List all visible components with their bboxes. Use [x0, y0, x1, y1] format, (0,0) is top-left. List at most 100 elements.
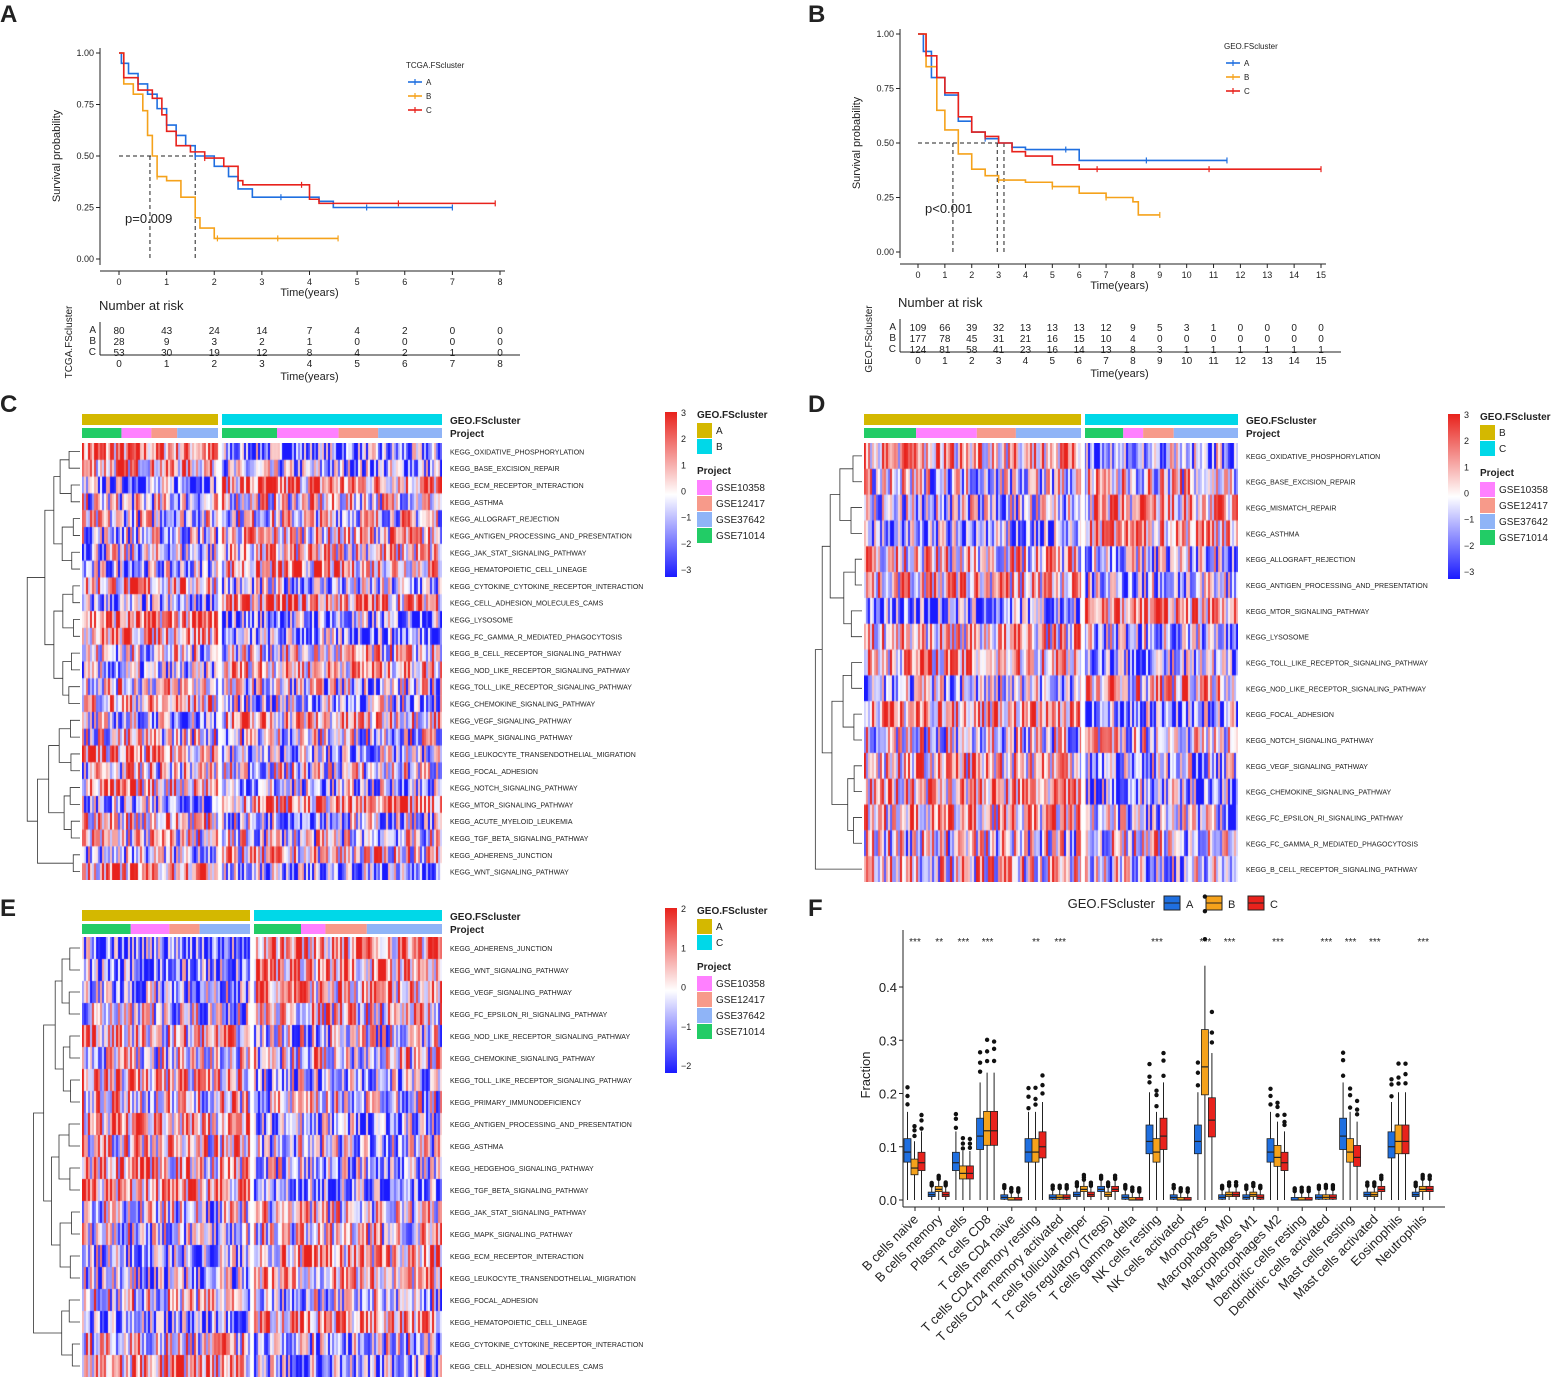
row-label: KEGG_FOCAL_ADHESION: [1246, 712, 1334, 719]
legend-project-label: GSE10358: [1499, 485, 1548, 496]
cluster-bar-A: [82, 910, 250, 921]
outlier-point: [1396, 1075, 1401, 1080]
row-label: KEGG_CELL_ADHESION_MOLECULES_CAMS: [450, 601, 604, 608]
outlier-point: [1396, 1061, 1401, 1066]
row-label: KEGG_TGF_BETA_SIGNALING_PATHWAY: [450, 1188, 589, 1195]
risk-count: 3: [211, 337, 217, 348]
x-axis-title: Time(years): [280, 287, 338, 299]
risk-time-label: 3: [259, 359, 265, 370]
color-scale-label: −1: [681, 513, 691, 523]
outlier-point: [1282, 1122, 1287, 1128]
box-A: [1266, 1138, 1275, 1163]
risk-count: 0: [1157, 334, 1163, 345]
box-C: [1401, 1124, 1410, 1155]
risk-time-label: 0: [116, 359, 122, 370]
dendrogram-branch: [71, 1343, 80, 1367]
y-axis-title: Survival probability: [851, 96, 863, 189]
legend-project-label: GSE37642: [716, 1011, 765, 1022]
dendrogram-branch: [48, 745, 65, 814]
legend-cluster-label: C: [716, 938, 723, 949]
outlier-point: [953, 1116, 959, 1122]
row-label: KEGG_ANTIGEN_PROCESSING_AND_PRESENTATION: [450, 533, 632, 540]
outlier-point: [1347, 1092, 1353, 1098]
risk-count: 0: [1238, 323, 1244, 334]
outlier-point: [1016, 1186, 1021, 1191]
significance-mark: ***: [1417, 937, 1429, 948]
legend-key-cluster: [697, 919, 712, 934]
row-label: KEGG_HEMATOPOIETIC_CELL_LINEAGE: [450, 567, 587, 574]
risk-count: 0: [402, 337, 408, 348]
risk-time-label: 11: [1208, 356, 1219, 367]
heatmap-cells: [864, 443, 1238, 882]
dendrogram-branch: [53, 476, 63, 545]
risk-table-y-title: TCGA.FScluster: [64, 305, 75, 378]
outlier-point: [1299, 1185, 1304, 1190]
outlier-point: [960, 1146, 966, 1151]
risk-count: 16: [1047, 334, 1059, 345]
dendrogram-branch: [61, 958, 70, 1004]
outlier-point: [977, 1060, 983, 1065]
outlier-point: [1185, 1186, 1190, 1191]
legend-key-project: [1480, 482, 1495, 497]
risk-count: 0: [1211, 334, 1217, 345]
project-bar: [864, 428, 917, 438]
row-label: KEGG_VEGF_SIGNALING_PATHWAY: [450, 718, 572, 725]
risk-time-label: 0: [915, 356, 921, 367]
risk-count: 45: [966, 334, 978, 345]
risk-count: 9: [1130, 323, 1136, 334]
y-tick-label: 0.4: [879, 980, 897, 995]
y-tick-label: 0.75: [876, 84, 894, 94]
outlier-point: [1026, 1094, 1031, 1099]
legend-cluster-title: GEO.FScluster: [697, 906, 768, 917]
project-bar: [325, 924, 367, 934]
outlier-point: [1040, 1073, 1045, 1078]
risk-count: 1: [1291, 345, 1297, 356]
risk-count: 124: [910, 345, 927, 356]
outlier-point: [1026, 1105, 1031, 1111]
outlier-point: [1130, 1185, 1135, 1190]
project-bar: [916, 428, 977, 438]
outlier-point: [953, 1111, 959, 1117]
risk-x-title: Time(years): [1090, 368, 1148, 380]
y-tick-label: 0.75: [76, 100, 94, 110]
outlier-point: [1275, 1104, 1280, 1110]
legend-title: GEO.FScluster: [1224, 42, 1278, 51]
outlier-point: [919, 1112, 924, 1118]
risk-count: 8: [1130, 345, 1136, 356]
risk-count: 10: [1101, 334, 1113, 345]
dendrogram-branch: [70, 484, 80, 503]
outlier-point: [984, 1058, 990, 1064]
color-scale-label: 3: [681, 408, 686, 418]
row-label: KEGG_LEUKOCYTE_TRANSENDOTHELIAL_MIGRATIO…: [450, 752, 636, 759]
color-scale-bar: [665, 412, 677, 577]
x-axis-title: Time(years): [1090, 280, 1148, 292]
outlier-point: [1137, 1185, 1142, 1191]
outlier-point: [1389, 1077, 1394, 1082]
risk-count: 0: [450, 337, 456, 348]
outlier-point: [1347, 1086, 1353, 1091]
outlier-point: [1161, 1058, 1166, 1063]
box-C: [966, 1165, 974, 1180]
row-label: KEGG_ANTIGEN_PROCESSING_AND_PRESENTATION: [1246, 583, 1428, 590]
legend-key-project: [697, 992, 712, 1007]
row-label: KEGG_OXIDATIVE_PHOSPHORYLATION: [450, 449, 584, 456]
dendrogram-branch: [829, 494, 844, 599]
risk-group-label: B: [89, 336, 96, 347]
row-label: KEGG_NOD_LIKE_RECEPTOR_SIGNALING_PATHWAY: [1246, 686, 1426, 693]
cluster-bar-B: [222, 414, 442, 425]
risk-count: 80: [113, 326, 125, 337]
heatmap-cells: [82, 937, 442, 1377]
risk-count: 9: [164, 337, 170, 348]
x-tick-label: 15: [1316, 270, 1326, 280]
row-label: KEGG_WNT_SIGNALING_PATHWAY: [450, 968, 569, 975]
outlier-point: [967, 1136, 973, 1142]
outlier-point: [1372, 1180, 1377, 1185]
annotation-label: Project: [450, 925, 485, 936]
risk-count: 1: [1211, 345, 1217, 356]
legend-project-label: GSE37642: [1499, 517, 1548, 528]
legend-project-title: Project: [697, 962, 732, 973]
row-label: KEGG_ADHERENS_JUNCTION: [450, 853, 552, 860]
outlier-point: [1268, 1093, 1273, 1099]
row-label: KEGG_ASTHMA: [450, 1144, 504, 1151]
risk-time-label: 1: [164, 359, 170, 370]
